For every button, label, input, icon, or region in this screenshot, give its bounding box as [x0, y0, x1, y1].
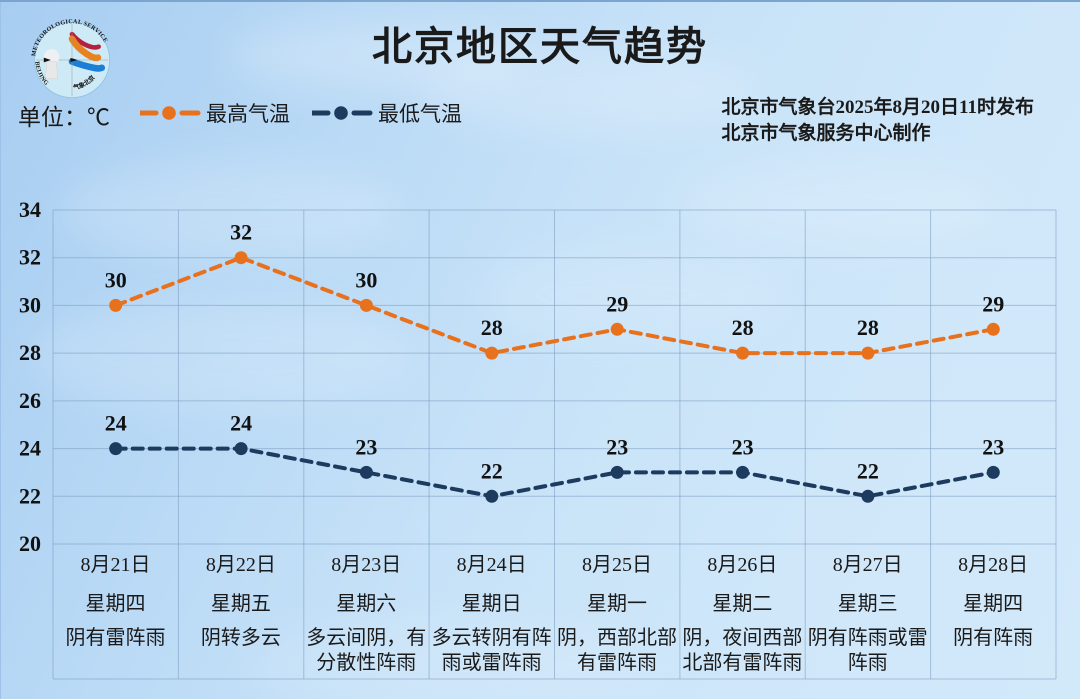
svg-text:28: 28 — [481, 315, 503, 340]
svg-text:22: 22 — [481, 458, 503, 483]
svg-text:34: 34 — [19, 197, 41, 222]
svg-text:28: 28 — [19, 340, 41, 365]
svg-text:23: 23 — [355, 434, 377, 459]
svg-text:26: 26 — [19, 388, 41, 413]
svg-text:28: 28 — [857, 315, 879, 340]
svg-text:20: 20 — [19, 531, 41, 556]
svg-text:32: 32 — [230, 220, 252, 245]
svg-text:24: 24 — [105, 411, 127, 436]
svg-text:23: 23 — [606, 434, 628, 459]
svg-text:24: 24 — [19, 436, 41, 461]
svg-text:30: 30 — [19, 292, 41, 317]
svg-text:32: 32 — [19, 245, 41, 270]
svg-text:23: 23 — [732, 434, 754, 459]
svg-text:24: 24 — [230, 411, 252, 436]
svg-text:29: 29 — [982, 291, 1004, 316]
svg-text:23: 23 — [982, 434, 1004, 459]
svg-text:22: 22 — [857, 458, 879, 483]
svg-text:22: 22 — [19, 483, 41, 508]
svg-text:28: 28 — [732, 315, 754, 340]
svg-text:30: 30 — [355, 267, 377, 292]
svg-text:29: 29 — [606, 291, 628, 316]
svg-text:30: 30 — [105, 267, 127, 292]
